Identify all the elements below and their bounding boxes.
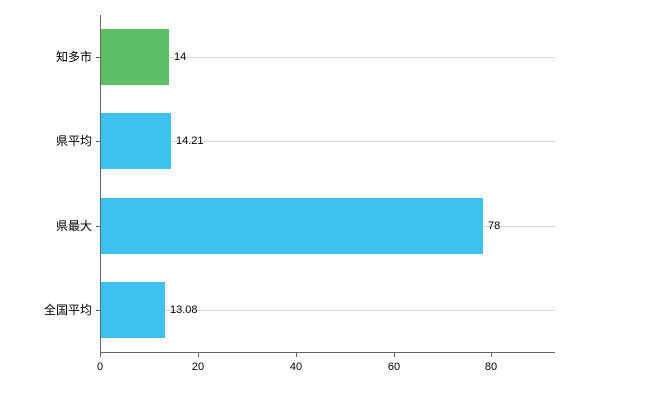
category-label: 知多市 (55, 50, 92, 64)
bar-県最大 (101, 198, 483, 254)
gridline (100, 57, 555, 58)
x-axis-tick (491, 353, 492, 357)
x-axis-tick (198, 353, 199, 357)
x-tick-label: 40 (289, 361, 303, 373)
gridline (100, 310, 555, 311)
plot-area: 14 知多市 14.21 県平均 78 県最大 13.08 全国平均 0 20 40 60 80 (44, 15, 555, 373)
y-axis-tick (96, 141, 100, 142)
value-label: 78 (488, 220, 501, 232)
x-tick-label: 60 (387, 361, 401, 373)
gridline (100, 141, 555, 142)
y-axis-line (100, 15, 101, 352)
x-tick-label: 0 (96, 361, 104, 373)
bar-県平均 (101, 113, 171, 169)
bar-全国平均 (101, 282, 165, 338)
value-label: 14 (174, 51, 187, 63)
y-axis-tick (96, 57, 100, 58)
x-axis-tick (100, 353, 101, 357)
category-label: 県平均 (55, 134, 92, 148)
value-label: 14.21 (176, 135, 204, 147)
x-axis-tick (394, 353, 395, 357)
bar-知多市 (101, 29, 169, 85)
category-label: 全国平均 (43, 303, 92, 317)
x-tick-label: 80 (484, 361, 498, 373)
category-label: 県最大 (55, 219, 92, 233)
x-tick-label: 20 (191, 361, 205, 373)
x-axis-line (100, 352, 555, 353)
x-axis-tick (296, 353, 297, 357)
y-axis-tick (96, 310, 100, 311)
y-axis-tick (96, 226, 100, 227)
value-label: 13.08 (170, 304, 198, 316)
